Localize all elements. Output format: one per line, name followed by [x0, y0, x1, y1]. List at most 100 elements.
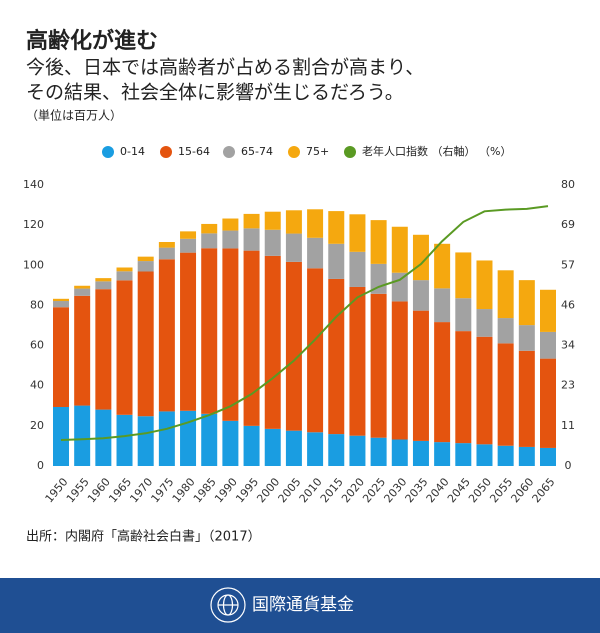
- bar-segment: [412, 234, 429, 281]
- bar-segment: [243, 425, 260, 466]
- x-tick-label: 1965: [106, 476, 134, 506]
- bar-segment: [476, 260, 493, 310]
- source: 出所：内閣府「高齢社会白書」（2017）: [26, 529, 261, 545]
- bar-segment: [540, 447, 556, 466]
- bar-segment: [412, 440, 429, 466]
- y-tick-label: 0: [37, 459, 44, 472]
- bar-segment: [434, 322, 451, 443]
- bar-segment: [328, 243, 345, 279]
- bar-segment: [74, 295, 91, 406]
- bar-segment: [95, 278, 112, 282]
- bar-segment: [222, 218, 239, 231]
- x-tick-label: 1970: [127, 476, 155, 506]
- bar-segment: [95, 281, 112, 290]
- y-tick-label: 20: [30, 419, 44, 432]
- y-tick-label: 100: [23, 258, 44, 271]
- bar-segment: [180, 231, 197, 239]
- x-tick-label: 1995: [233, 476, 261, 506]
- legend-swatch: [288, 146, 300, 158]
- bar-segment: [201, 233, 218, 249]
- subtitle: 今後、日本では高齢者が占める割合が高まり、: [26, 57, 424, 79]
- bar-segment: [497, 343, 514, 446]
- bar-segment: [497, 270, 514, 319]
- bar-segment: [476, 336, 493, 445]
- bar-segment: [53, 298, 69, 302]
- y2-tick-label: 80: [561, 178, 575, 191]
- footer-band: [0, 578, 600, 633]
- bar-segment: [285, 233, 302, 262]
- bar-segment: [243, 228, 260, 251]
- chart-title: 高齢化が進む: [26, 28, 158, 54]
- x-tick-label: 2000: [254, 476, 282, 506]
- x-tick-label: 2050: [466, 476, 494, 506]
- bar-segment: [349, 214, 366, 252]
- footer-org: 国際通貨基金: [252, 595, 354, 615]
- bar-segment: [328, 278, 345, 435]
- x-tick-label: 2040: [424, 476, 452, 506]
- x-tick-label: 2065: [530, 476, 558, 506]
- bar-segment: [307, 268, 324, 433]
- bar-segment: [180, 252, 197, 411]
- bar-segment: [222, 420, 239, 466]
- bar-segment: [391, 301, 408, 440]
- bar-segment: [476, 309, 493, 337]
- bar-segment: [391, 439, 408, 466]
- bar-segment: [349, 251, 366, 287]
- line: [60, 205, 549, 441]
- bar-segment: [412, 280, 429, 311]
- bar-segment: [434, 243, 451, 289]
- bar-segment: [285, 261, 302, 431]
- bar-segment: [222, 230, 239, 249]
- x-tick-label: 1950: [43, 476, 71, 506]
- bar-segment: [285, 430, 302, 466]
- y2-tick-label: 0: [565, 459, 572, 472]
- bar-segment: [434, 288, 451, 323]
- bar-segment: [518, 325, 535, 351]
- bar-segment: [222, 248, 239, 421]
- legend-label: 老年人口指数 （右軸） （%）: [362, 144, 511, 158]
- x-tick-label: 2005: [276, 476, 304, 506]
- bar-segment: [137, 416, 154, 466]
- bar-segment: [53, 301, 69, 308]
- bar-segment: [158, 247, 175, 260]
- bar-segment: [53, 406, 69, 466]
- bar-segment: [540, 358, 556, 448]
- x-tick-label: 2020: [339, 476, 367, 506]
- y2-tick-label: 34: [561, 339, 575, 352]
- bar-segment: [307, 432, 324, 466]
- bar-segment: [370, 293, 387, 438]
- x-tick-label: 2035: [403, 476, 431, 506]
- x-tick-label: 1990: [212, 476, 240, 506]
- bar-segment: [137, 261, 154, 272]
- y-tick-label: 40: [30, 379, 44, 392]
- bar-segment: [264, 229, 281, 256]
- y-tick-label: 140: [23, 178, 44, 191]
- bar-segment: [391, 272, 408, 302]
- bar-segment: [391, 226, 408, 273]
- legend-label: 75+: [306, 145, 329, 158]
- bar-segment: [307, 209, 324, 238]
- bar-segment: [201, 413, 218, 466]
- x-tick-label: 2045: [445, 476, 473, 506]
- legend-swatch: [102, 146, 114, 158]
- legend-label: 15-64: [178, 145, 210, 158]
- x-tick-label: 1960: [85, 476, 113, 506]
- bar-segment: [349, 435, 366, 466]
- subtitle: その結果、社会全体に影響が生じるだろう。: [26, 82, 404, 104]
- y2-tick-label: 57: [561, 258, 575, 271]
- y2-tick-label: 23: [561, 379, 575, 392]
- x-tick-label: 2060: [508, 476, 536, 506]
- bar-segment: [137, 271, 154, 417]
- x-tick-label: 2025: [360, 476, 388, 506]
- bar-segment: [158, 411, 175, 466]
- bar-segment: [180, 238, 197, 253]
- y-tick-label: 60: [30, 339, 44, 352]
- bar-segment: [116, 267, 133, 272]
- bar-segment: [518, 446, 535, 466]
- x-tick-label: 2015: [318, 476, 346, 506]
- bar-segment: [74, 285, 91, 289]
- bar-segment: [540, 289, 556, 332]
- bar-segment: [455, 252, 472, 299]
- bar-segment: [540, 331, 556, 359]
- bar-segment: [455, 298, 472, 332]
